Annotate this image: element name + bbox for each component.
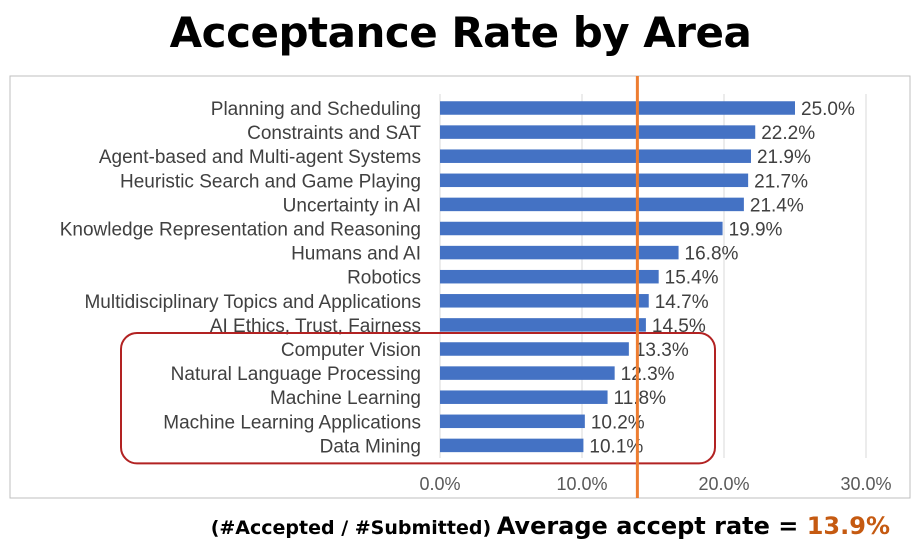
data-label: 19.9% bbox=[729, 220, 783, 241]
bar bbox=[440, 197, 744, 212]
category-label: Natural Language Processing bbox=[171, 364, 421, 385]
x-tick-label: 30.0% bbox=[840, 474, 891, 494]
category-labels: Planning and Scheduling Constraints and S… bbox=[60, 99, 422, 457]
data-label: 22.2% bbox=[761, 123, 815, 144]
data-label: 13.3% bbox=[635, 340, 689, 361]
category-label: Uncertainty in AI bbox=[283, 195, 421, 216]
bar bbox=[440, 294, 649, 308]
data-label: 10.2% bbox=[591, 412, 645, 433]
category-label: Humans and AI bbox=[291, 244, 421, 265]
category-label: Data Mining bbox=[320, 436, 421, 457]
bar bbox=[440, 414, 585, 429]
category-label: Knowledge Representation and Reasoning bbox=[60, 220, 421, 241]
bar bbox=[440, 342, 629, 356]
overlay bbox=[120, 76, 716, 498]
category-label: Machine Learning bbox=[270, 388, 421, 409]
data-label: 14.5% bbox=[652, 316, 706, 337]
category-label: Constraints and SAT bbox=[247, 123, 421, 144]
bar bbox=[440, 318, 646, 332]
bar bbox=[440, 438, 584, 453]
average-value: 13.9% bbox=[806, 512, 890, 540]
category-label: Agent-based and Multi-agent Systems bbox=[99, 147, 421, 168]
bar bbox=[440, 269, 659, 284]
bar bbox=[440, 221, 723, 236]
data-label: 12.3% bbox=[621, 364, 675, 385]
category-label: Multidisciplinary Topics and Application… bbox=[84, 292, 421, 313]
data-label: 21.4% bbox=[750, 195, 804, 216]
x-tick-label: 10.0% bbox=[556, 474, 607, 494]
category-label: Planning and Scheduling bbox=[211, 99, 421, 120]
data-label: 10.1% bbox=[589, 436, 643, 457]
data-label: 15.4% bbox=[665, 268, 719, 289]
bar bbox=[440, 173, 749, 188]
bar bbox=[440, 366, 615, 380]
data-label: 21.9% bbox=[757, 147, 811, 168]
bar bbox=[440, 125, 756, 139]
bar bbox=[440, 245, 679, 260]
x-tick-label: 0.0% bbox=[419, 474, 460, 494]
category-label: Machine Learning Applications bbox=[163, 412, 421, 433]
data-label: 21.7% bbox=[754, 171, 808, 192]
bars bbox=[440, 101, 795, 453]
highlight-box bbox=[120, 332, 716, 465]
chart-title: Acceptance Rate by Area bbox=[169, 8, 752, 57]
data-label: 16.8% bbox=[685, 244, 739, 265]
data-labels: 25.0% 22.2% 21.9% 21.7% 21.4% 19.9% 16.8% 15.4%… bbox=[589, 99, 855, 457]
footer-note: (#Accepted / #Submitted) bbox=[210, 517, 492, 539]
x-tick-label: 20.0% bbox=[698, 474, 749, 494]
category-label: AI Ethics, Trust, Fairness bbox=[210, 316, 421, 337]
bar bbox=[440, 101, 795, 115]
data-label: 25.0% bbox=[801, 99, 855, 120]
footer-label: Average accept rate = bbox=[496, 512, 807, 540]
data-label: 11.8% bbox=[614, 388, 667, 409]
category-label: Robotics bbox=[347, 268, 421, 289]
x-tick-labels: 0.0% 10.0% 20.0% 30.0% bbox=[419, 474, 891, 494]
bar bbox=[440, 149, 751, 163]
footer: (#Accepted / #Submitted) Average accept … bbox=[0, 512, 890, 540]
category-label: Heuristic Search and Game Playing bbox=[120, 171, 421, 192]
data-label: 14.7% bbox=[655, 292, 709, 313]
category-label: Computer Vision bbox=[281, 340, 421, 361]
bar bbox=[440, 390, 608, 404]
